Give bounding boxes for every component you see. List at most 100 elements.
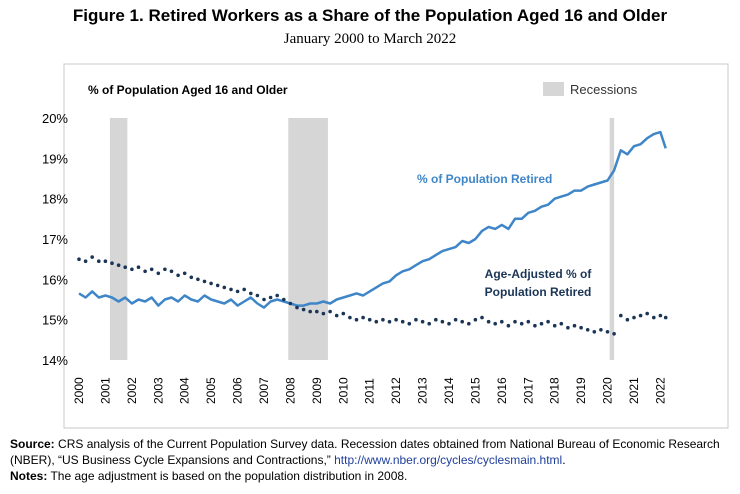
chart: 14% 15% 16% 17% 18% 19% 20% 2000 2001 2002 2003 200… [42, 63, 729, 429]
series-adjusted-point [361, 315, 365, 320]
series-adjusted-point [387, 319, 392, 324]
series-adjusted-point [526, 319, 531, 324]
recession-band-2 [288, 118, 328, 360]
y-tick-label-17: 17% [42, 232, 68, 247]
series-adjusted-point [500, 319, 504, 324]
y-tick-label-19: 19% [42, 151, 68, 166]
series-adjusted-point [440, 319, 445, 324]
series-adjusted-point [533, 323, 537, 328]
x-tick-label-2016: 2016 [495, 377, 509, 404]
series-adjusted-point [282, 297, 286, 302]
series-adjusted-point [136, 265, 141, 270]
x-tick-label-2009: 2009 [310, 377, 324, 404]
series-adjusted-annotation-line-2: Population Retired [485, 285, 592, 299]
y-tick-label-20: 20% [42, 111, 68, 126]
notes-label: Notes: [10, 469, 48, 483]
series-adjusted-point [354, 317, 359, 322]
y-tick-label-16: 16% [42, 272, 68, 287]
series-adjusted-point [645, 311, 649, 316]
x-tick-label-2020: 2020 [601, 377, 615, 404]
series-adjusted-point [374, 319, 379, 324]
series-adjusted-point [301, 307, 306, 312]
series-adjusted-point [592, 330, 597, 334]
series-adjusted-point [663, 315, 668, 320]
x-tick-label-2005: 2005 [204, 377, 218, 404]
series-adjusted-point [123, 265, 127, 270]
recession-band-1 [109, 118, 128, 360]
series-adjusted-point [262, 297, 266, 302]
x-tick-label-2013: 2013 [416, 377, 430, 404]
x-tick-label-2007: 2007 [257, 377, 271, 404]
series-adjusted-point [196, 277, 200, 282]
x-tick-label-2000: 2000 [72, 377, 86, 404]
series-adjusted-point [130, 267, 134, 272]
series-adjusted-point [612, 332, 616, 336]
series-adjusted-point [493, 321, 498, 326]
series-adjusted-point [275, 293, 280, 298]
series-adjusted-point [605, 330, 610, 334]
notes-text: The age adjustment is based on the popul… [47, 469, 408, 483]
series-adjusted-point [420, 319, 425, 324]
series-adjusted-point [176, 273, 180, 278]
series-adjusted-point [328, 309, 332, 314]
series-retired-annotation: % of Population Retired [417, 172, 552, 186]
recession-band-3 [609, 118, 615, 360]
series-adjusted-point [467, 321, 471, 326]
source-text: CRS analysis of the Current Population S… [10, 437, 720, 467]
series-adjusted-point [619, 313, 623, 318]
series-adjusted-point [163, 267, 167, 272]
series-adjusted-point [143, 269, 147, 274]
notes-line: Notes: The age adjustment is based on th… [10, 468, 735, 484]
series-adjusted-point [255, 293, 260, 298]
series-adjusted-point [103, 259, 108, 264]
series-adjusted-point [434, 317, 438, 322]
series-adjusted-point [506, 323, 511, 328]
series-adjusted-point [394, 317, 398, 322]
source-end: . [562, 453, 566, 467]
series-adjusted-point [652, 315, 656, 320]
series-adjusted-point [90, 255, 94, 259]
y-tick-label-14: 14% [42, 353, 68, 368]
series-adjusted-point [427, 321, 432, 326]
figure-subtitle: January 2000 to March 2022 [283, 31, 457, 47]
series-adjusted-point [116, 263, 121, 268]
figure-notes: Source: CRS analysis of the Current Popu… [10, 436, 735, 484]
series-adjusted-point [308, 309, 313, 314]
series-adjusted-point [579, 325, 583, 330]
x-tick-label-2008: 2008 [283, 377, 297, 404]
x-tick-label-2004: 2004 [178, 377, 192, 404]
series-adjusted-point [453, 317, 458, 322]
series-adjusted-point [334, 313, 339, 318]
series-adjusted-point [242, 287, 246, 292]
x-tick-label-2006: 2006 [231, 377, 245, 404]
series-adjusted-point [460, 319, 465, 324]
series-adjusted-point [447, 321, 451, 326]
series-adjusted-point [156, 271, 161, 276]
series-adjusted-point [209, 281, 213, 286]
series-adjusted-point [414, 317, 418, 322]
series-adjusted-annotation-line-1: Age-Adjusted % of [485, 267, 593, 281]
series-adjusted-point [559, 321, 564, 326]
x-tick-label-2012: 2012 [389, 377, 403, 404]
series-adjusted-point [169, 269, 174, 274]
x-tick-label-2002: 2002 [125, 377, 139, 404]
series-adjusted-point [268, 295, 273, 300]
series-adjusted-point [110, 261, 114, 266]
y-tick-label-15: 15% [42, 313, 68, 328]
source-link[interactable]: http://www.nber.org/cycles/cyclesmain.ht… [334, 453, 563, 467]
legend-recession-label: Recessions [570, 82, 638, 97]
series-adjusted-point [77, 257, 81, 262]
series-adjusted-point [480, 315, 484, 320]
series-adjusted-point [202, 279, 207, 284]
series-adjusted-point [295, 305, 299, 310]
x-tick-label-2015: 2015 [468, 377, 482, 404]
series-adjusted-point [473, 317, 478, 322]
source-note: Source: CRS analysis of the Current Popu… [10, 436, 735, 468]
series-adjusted-point [367, 317, 372, 322]
y-tick-label-18: 18% [42, 192, 68, 207]
x-tick-label-2014: 2014 [442, 377, 456, 404]
series-adjusted-point [321, 311, 326, 316]
series-adjusted-point [97, 259, 101, 264]
series-adjusted-point [149, 267, 154, 272]
series-adjusted-point [519, 321, 524, 326]
